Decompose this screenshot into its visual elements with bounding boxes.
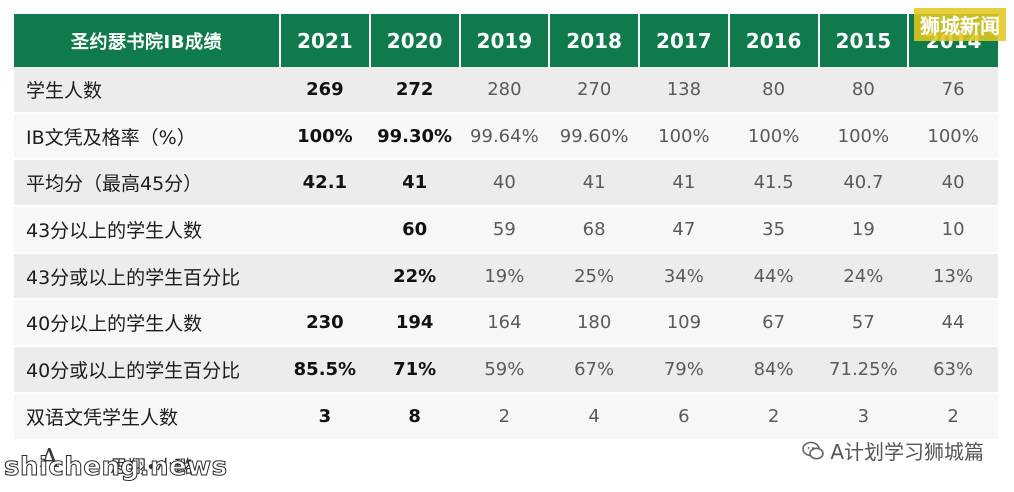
row-label: IB文凭及格率（%）	[14, 112, 280, 161]
table-cell: 100%	[908, 112, 998, 161]
table-row: 40分或以上的学生百分比 85.5% 71% 59% 67% 79% 84% 71.25% 63…	[14, 346, 998, 394]
year-header: 2019	[459, 14, 551, 67]
table-cell: 41	[549, 159, 639, 208]
table-cell	[280, 206, 370, 254]
table-cell: 100%	[728, 112, 819, 161]
table-cell: 269	[280, 67, 370, 114]
table-cell: 41	[369, 159, 460, 208]
table-cell: 41	[639, 159, 729, 208]
wechat-account: A计划学习狮城篇	[830, 440, 984, 464]
table-cell: 272	[369, 67, 460, 114]
table-cell: 40	[908, 159, 998, 208]
table-cell: 6	[639, 392, 729, 441]
table-title: 圣约瑟书院IB成绩	[14, 14, 281, 67]
row-label: 40分以上的学生人数	[14, 299, 280, 348]
table-cell: 60	[369, 206, 460, 254]
year-header: 2020	[369, 14, 461, 67]
table-row: IB文凭及格率（%） 100% 99.30% 99.64% 99.60% 100% 100%…	[14, 112, 998, 161]
wechat-icon	[802, 440, 825, 462]
table-row: 双语文凭学生人数 3 8 2 4 6 2 3 2	[14, 392, 998, 441]
year-header: 2016	[728, 14, 820, 67]
table-cell: 85.5%	[280, 346, 370, 394]
table-cell: 44%	[728, 252, 819, 301]
table-cell: 2	[908, 392, 998, 441]
table-cell: 35	[728, 206, 819, 254]
table-cell: 138	[639, 67, 729, 114]
table-cell: 25%	[549, 252, 639, 301]
news-watermark: 狮城新闻	[914, 8, 1006, 41]
year-header: 2015	[818, 14, 910, 67]
row-label: 平均分（最高45分）	[14, 159, 280, 208]
logo-text: 思翔•小璐	[110, 457, 193, 478]
table-cell: 180	[549, 299, 639, 348]
table-cell: 10	[908, 206, 998, 254]
header-row: 圣约瑟书院IB成绩 202120202019201820172016201520…	[14, 14, 998, 67]
table-cell: 99.60%	[549, 112, 639, 161]
table-cell: 19%	[459, 252, 550, 301]
table-cell: 76	[908, 67, 998, 114]
table-cell: 79%	[639, 346, 729, 394]
table-cell: 164	[459, 299, 550, 348]
table-cell: 40.7	[818, 159, 909, 208]
table-row: 平均分（最高45分） 42.1 41 40 41 41 41.5 40.7 40	[14, 159, 998, 208]
table-cell: 40	[459, 159, 550, 208]
table-cell: 280	[459, 67, 550, 114]
table-cell: 3	[818, 392, 909, 441]
ib-results-table: 圣约瑟书院IB成绩 202120202019201820172016201520…	[14, 14, 998, 441]
table-cell: 194	[369, 299, 460, 348]
table-cell: 19	[818, 206, 909, 254]
table-cell: 8	[369, 392, 460, 441]
table-cell: 68	[549, 206, 639, 254]
row-label: 43分以上的学生人数	[14, 206, 280, 254]
table-cell: 71.25%	[818, 346, 909, 394]
year-header: 2018	[549, 14, 640, 67]
row-label: 43分或以上的学生百分比	[14, 252, 280, 301]
table-cell: 100%	[639, 112, 729, 161]
table-cell: 100%	[280, 112, 370, 161]
table-row: 43分以上的学生人数 60 59 68 47 35 19 10	[14, 206, 998, 254]
table-row: 43分或以上的学生百分比 22% 19% 25% 34% 44% 24% 13%	[14, 252, 998, 301]
table-cell: 57	[818, 299, 909, 348]
table-cell: 100%	[818, 112, 909, 161]
table-cell: 230	[280, 299, 370, 348]
site-watermark: shicheng.news	[4, 452, 228, 483]
table-cell	[280, 252, 370, 301]
table-cell: 34%	[639, 252, 729, 301]
table-cell: 109	[639, 299, 729, 348]
table-cell: 13%	[908, 252, 998, 301]
table-cell: 4	[549, 392, 639, 441]
logo-mark: A	[40, 444, 59, 474]
table-cell: 24%	[818, 252, 909, 301]
table-cell: 59%	[459, 346, 550, 394]
wechat-watermark: A计划学习狮城篇	[802, 436, 984, 465]
year-header: 2017	[639, 14, 730, 67]
table-row: 40分以上的学生人数 230 194 164 180 109 67 57 44	[14, 299, 998, 348]
table-cell: 3	[280, 392, 370, 441]
row-label: 学生人数	[14, 67, 280, 114]
table-cell: 2	[728, 392, 819, 441]
table-cell: 47	[639, 206, 729, 254]
table-cell: 84%	[728, 346, 819, 394]
row-label: 40分或以上的学生百分比	[14, 346, 280, 394]
year-header: 2021	[280, 14, 371, 67]
table-cell: 80	[818, 67, 909, 114]
table-cell: 41.5	[728, 159, 819, 208]
table-cell: 67	[728, 299, 819, 348]
table-cell: 67%	[549, 346, 639, 394]
table-cell: 99.64%	[459, 112, 550, 161]
table-cell: 63%	[908, 346, 998, 394]
table-cell: 59	[459, 206, 550, 254]
table-cell: 99.30%	[369, 112, 460, 161]
table-cell: 71%	[369, 346, 460, 394]
table-cell: 22%	[369, 252, 460, 301]
table-cell: 2	[459, 392, 550, 441]
table-cell: 42.1	[280, 159, 370, 208]
table-cell: 44	[908, 299, 998, 348]
table-body: 学生人数 269 272 280 270 138 80 80 76 IB文凭及格率（%） 100% 9…	[14, 67, 998, 441]
row-label: 双语文凭学生人数	[14, 392, 280, 441]
table-cell: 270	[549, 67, 639, 114]
table-cell: 80	[728, 67, 819, 114]
table-row: 学生人数 269 272 280 270 138 80 80 76	[14, 67, 998, 114]
